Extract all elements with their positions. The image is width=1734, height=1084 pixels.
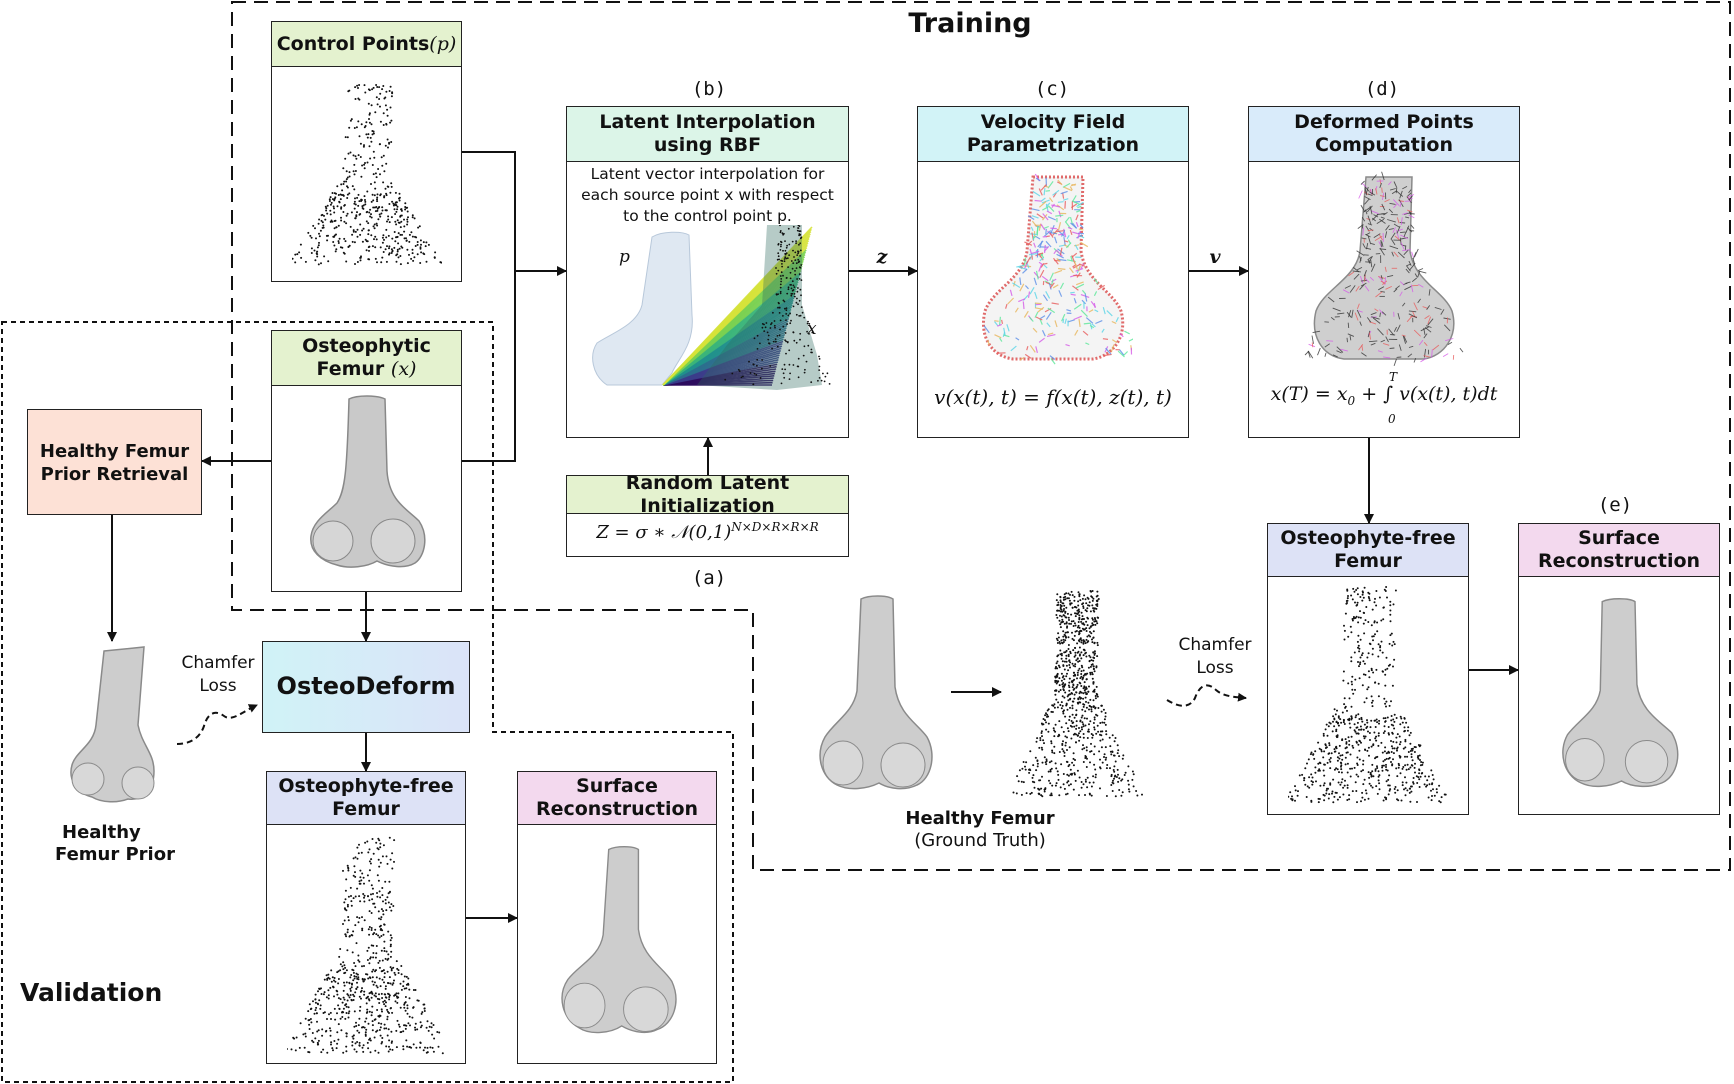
tag-c: (c) — [1034, 78, 1070, 100]
latent-interpolation-panel: Latent Interpolation using RBF Latent ve… — [566, 106, 849, 438]
label-p: p — [619, 247, 630, 267]
tag-a: (a) — [691, 567, 727, 589]
integral-upper: T — [1389, 370, 1398, 384]
femur-mesh-icon — [310, 395, 426, 568]
train-surface-femur — [1562, 597, 1679, 788]
osteodeform-title: OsteoDeform — [276, 672, 456, 700]
random-latent-init-title: Random Latent Initialization — [567, 472, 848, 517]
chamfer-loss-val-label: Chamfer Loss — [181, 653, 255, 696]
healthy-prior-mesh — [70, 646, 155, 803]
training-region-border — [231, 1, 1731, 871]
train-osteophyte-free-panel: Osteophyte-free Femur — [1267, 523, 1469, 815]
validation-region-border — [1, 321, 734, 1083]
healthy-femur-gt-label: Healthy Femur (Ground Truth) — [905, 808, 1055, 851]
deformed-femur-icon — [1304, 171, 1464, 367]
point-cloud-icon — [1288, 586, 1447, 804]
train-surface-reconstruction-title: Surface Reconstruction — [1519, 524, 1719, 577]
integral-lower: 0 — [1388, 412, 1396, 426]
random-latent-init-formula: Z = σ ∗ 𝒩(0,1)N×D×R×R×R — [596, 520, 819, 543]
val-osteophyte-free-title: Osteophyte-free Femur — [267, 772, 465, 825]
validation-title: Validation — [20, 978, 163, 1007]
val-surface-reconstruction-title: Surface Reconstruction — [518, 772, 716, 825]
val-surface-femur — [561, 846, 677, 1034]
osteophytic-femur-title: Osteophytic Femur (x) — [272, 331, 461, 386]
velocity-field-formula: v(x(t), t) = f(x(t), z(t), t) — [934, 385, 1172, 409]
velocity-field-icon — [982, 173, 1133, 365]
val-surface-reconstruction-panel: Surface Reconstruction — [517, 771, 717, 1064]
tag-b: (b) — [691, 78, 727, 100]
healthy-femur-mesh — [819, 595, 933, 790]
control-points-panel: Control Points (p) — [271, 21, 462, 282]
control-points-cloud — [292, 84, 442, 266]
healthy-femur-points — [1012, 590, 1143, 798]
tag-d: (d) — [1364, 78, 1400, 100]
val-point-cloud — [287, 836, 444, 1055]
label-x: x — [807, 319, 817, 339]
val-osteophyte-free-panel: Osteophyte-free Femur — [266, 771, 466, 1064]
osteophytic-femur-panel: Osteophytic Femur (x) — [271, 330, 462, 592]
random-latent-init-panel: Random Latent Initialization Z = σ ∗ 𝒩(0… — [566, 472, 849, 557]
velocity-field-title: Velocity Field Parametrization — [918, 107, 1188, 162]
osteodeform-panel: OsteoDeform — [262, 641, 470, 733]
v-label: v — [1209, 246, 1221, 268]
tag-e: (e) — [1597, 494, 1633, 516]
velocity-field-panel: Velocity Field Parametrization v(x(t), t… — [917, 106, 1189, 438]
training-title: Training — [908, 8, 1032, 39]
z-label: z — [876, 246, 888, 268]
train-surface-reconstruction-panel: Surface Reconstruction — [1518, 523, 1720, 815]
rbf-interpolation-icon — [592, 225, 831, 390]
deformed-points-title: Deformed Points Computation — [1249, 107, 1519, 162]
healthy-prior-label: Healthy Femur Prior — [55, 822, 175, 865]
train-osteophyte-free-title: Osteophyte-free Femur — [1268, 524, 1468, 577]
control-points-title: Control Points (p) — [272, 22, 461, 67]
prior-retrieval-title: Healthy Femur Prior Retrieval — [39, 441, 190, 485]
latent-interpolation-desc: Latent vector interpolation for each sou… — [581, 165, 834, 225]
prior-retrieval-panel: Healthy Femur Prior Retrieval — [27, 409, 202, 515]
chamfer-loss-train-label: Chamfer Loss — [1178, 635, 1252, 678]
deformed-points-panel: Deformed Points Computation x(T) = x0 + … — [1248, 106, 1520, 438]
latent-interpolation-title: Latent Interpolation using RBF — [567, 107, 848, 162]
deformed-points-formula: x(T) = x0 + ∫ v(x(t), t)dt — [1270, 383, 1498, 408]
